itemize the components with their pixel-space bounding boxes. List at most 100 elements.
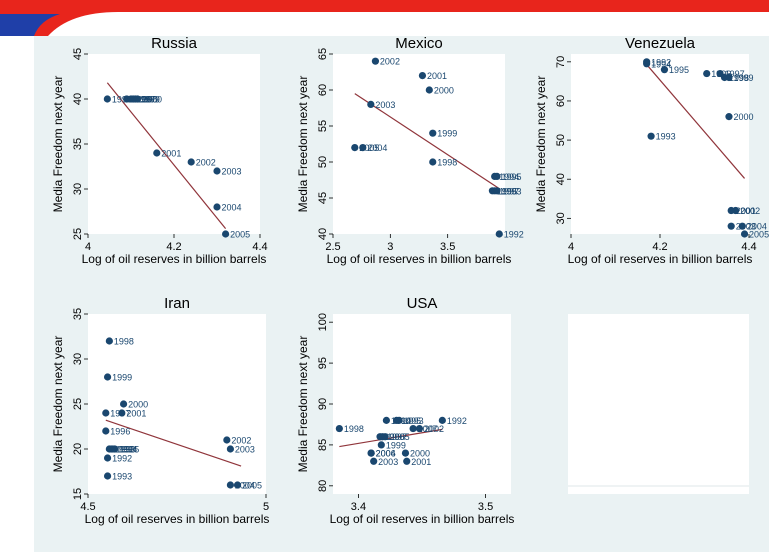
point-label: 1997 — [136, 95, 156, 105]
point-label: 2002 — [424, 424, 444, 434]
y-tick-label: 60 — [317, 84, 329, 96]
point-label: 1995 — [669, 65, 689, 75]
x-tick-label: 4.4 — [252, 241, 267, 253]
point-label: 2004 — [235, 481, 255, 491]
point-label: 1998 — [729, 73, 749, 83]
point-label: 2005 — [390, 432, 410, 442]
point-label: 2001 — [411, 457, 431, 467]
point-label: 2004 — [376, 449, 396, 459]
x-tick-label: 3.4 — [351, 501, 366, 513]
fit-line — [106, 82, 227, 229]
data-point — [643, 60, 651, 68]
data-point — [213, 167, 221, 175]
data-point — [153, 149, 161, 157]
point-label: 1996 — [497, 186, 517, 196]
data-point — [233, 481, 242, 489]
x-axis-label: Log of oil reserves in billion barrels — [330, 512, 515, 526]
data-point — [725, 113, 733, 121]
data-point — [415, 424, 424, 433]
point-label: 1992 — [447, 416, 467, 426]
fit-line — [646, 64, 746, 179]
y-tick-label: 40 — [555, 173, 567, 185]
point-label: 1992 — [112, 454, 132, 464]
point-label: 1994 — [651, 59, 671, 69]
x-tick-label: 5 — [263, 501, 269, 513]
x-tick-label: 4.5 — [80, 501, 95, 513]
data-point — [103, 472, 112, 480]
point-label: 2006 — [376, 449, 396, 459]
plot-area — [333, 314, 511, 494]
data-point — [187, 158, 195, 166]
point-label: 1999 — [733, 73, 753, 83]
point-label: 2000 — [128, 400, 148, 410]
chart-title: Iran — [164, 295, 190, 312]
point-label: 1993 — [656, 132, 676, 142]
data-point — [120, 400, 128, 408]
data-point — [403, 457, 411, 465]
point-label: 1993 — [501, 186, 521, 196]
point-label: 1997 — [499, 186, 519, 196]
chart-title: USA — [407, 295, 438, 312]
y-axis-label: Media Freedom next year — [296, 76, 310, 213]
point-label: 2002 — [196, 158, 216, 168]
y-tick-label: 35 — [72, 308, 84, 320]
point-label: 1994 — [117, 445, 137, 455]
point-label: 1992 — [114, 445, 134, 455]
point-label: 2002 — [231, 436, 251, 446]
point-label: 1999 — [437, 129, 457, 139]
data-point — [740, 230, 749, 238]
plot-area — [333, 54, 505, 234]
data-point — [727, 222, 735, 230]
data-point — [493, 172, 501, 180]
data-point — [226, 481, 234, 489]
data-point — [133, 95, 142, 103]
point-label: 1995 — [112, 95, 132, 105]
chart-title: Mexico — [395, 35, 443, 52]
banner-blue-swoosh — [0, 14, 60, 36]
point-label: 2002 — [740, 206, 760, 216]
y-tick-label: 25 — [72, 398, 84, 410]
plot-area — [88, 54, 260, 234]
fit-line — [105, 419, 242, 467]
y-tick-label: 100 — [317, 313, 329, 331]
fit-line — [354, 93, 500, 190]
y-axis-label: Media Freedom next year — [51, 76, 65, 213]
point-label: 1993 — [112, 472, 132, 482]
data-point — [409, 424, 417, 433]
data-point — [102, 427, 110, 435]
data-point — [429, 158, 437, 166]
banner-red-stripe — [0, 0, 769, 36]
point-label: 2000 — [142, 95, 162, 105]
data-point — [118, 409, 126, 417]
data-point — [382, 416, 390, 424]
point-label: 2004 — [367, 143, 387, 153]
y-tick-label: 90 — [317, 398, 329, 410]
y-tick-label: 95 — [317, 357, 329, 369]
y-tick-label: 85 — [317, 439, 329, 451]
data-point — [495, 230, 503, 238]
data-point — [370, 457, 378, 465]
point-label: 1993 — [404, 416, 424, 426]
data-point — [222, 230, 230, 238]
point-label: 2001 — [161, 149, 181, 159]
data-point — [703, 69, 711, 78]
x-axis-label: Log of oil reserves in billion barrels — [82, 252, 267, 266]
x-axis-label: Log of oil reserves in billion barrels — [85, 512, 270, 526]
point-label: 1999 — [386, 440, 406, 450]
data-point — [367, 100, 375, 108]
data-point — [213, 203, 221, 211]
x-tick-label: 4.2 — [652, 241, 667, 253]
point-label: 2000 — [410, 449, 430, 459]
data-point — [732, 206, 740, 215]
x-tick-label: 4 — [85, 241, 91, 253]
point-label: 2001 — [736, 206, 756, 216]
point-label: 1992 — [651, 57, 671, 67]
data-point — [401, 449, 410, 457]
y-tick-label: 30 — [555, 212, 567, 224]
data-point — [351, 144, 359, 152]
data-point — [738, 222, 746, 230]
data-point — [395, 416, 403, 424]
point-label: 1996 — [385, 432, 405, 442]
